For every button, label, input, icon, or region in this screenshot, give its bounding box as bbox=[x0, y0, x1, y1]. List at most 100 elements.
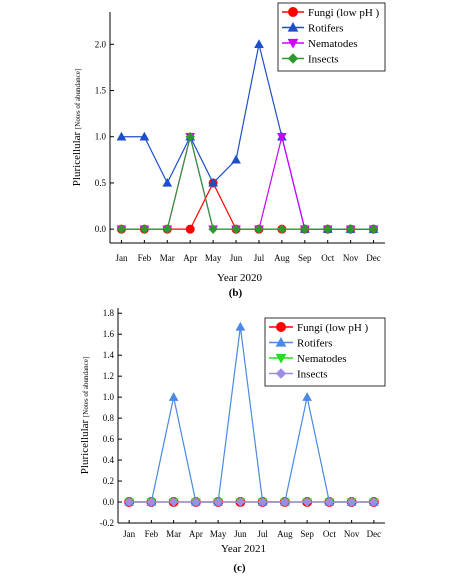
data-point bbox=[277, 224, 287, 234]
y-tick-label: 0.5 bbox=[95, 178, 107, 188]
data-point bbox=[235, 497, 246, 507]
x-tick-label-may: May bbox=[210, 529, 227, 539]
y-axis-title: Pluricellular [Notes of abundance] bbox=[71, 69, 83, 186]
data-point bbox=[369, 497, 379, 507]
y-tick-label: 1.0 bbox=[103, 392, 115, 402]
legend-label: Nematodes bbox=[308, 38, 357, 50]
data-point bbox=[346, 497, 357, 507]
panel-label: (c) bbox=[233, 562, 246, 574]
legend-marker bbox=[276, 322, 286, 332]
y-axis-title-sub: [Notes of abundance] bbox=[74, 69, 82, 129]
data-point bbox=[280, 497, 290, 507]
x-tick-label-dec: Dec bbox=[366, 253, 381, 263]
data-point bbox=[116, 224, 127, 234]
x-tick-label-sep: Sep bbox=[300, 529, 314, 539]
series-line bbox=[121, 181, 374, 230]
y-tick-label: 0.2 bbox=[103, 476, 114, 486]
x-tick-label-apr: Apr bbox=[189, 529, 203, 539]
legend-marker bbox=[275, 353, 287, 364]
legend-marker bbox=[287, 38, 299, 49]
x-tick-label-aug: Aug bbox=[274, 253, 290, 263]
data-point bbox=[277, 133, 287, 142]
legend-label: Fungi (low pH ) bbox=[308, 7, 380, 19]
series-fungi bbox=[116, 178, 379, 234]
x-tick-label-jan: Jan bbox=[115, 253, 127, 263]
series-line bbox=[121, 136, 374, 230]
x-tick-label-oct: Oct bbox=[321, 253, 334, 263]
chart-panel-2021: -0.2 0.0 0.2 0.4 0.6 0.8 1.0 1.2 1.4 1.6 1.8 Jan Feb… bbox=[79, 308, 386, 574]
data-point bbox=[235, 321, 246, 331]
data-point bbox=[213, 497, 223, 507]
data-point bbox=[368, 224, 379, 234]
data-point bbox=[231, 154, 241, 164]
x-axis-title: Year 2020 bbox=[217, 272, 263, 284]
panel-label: (b) bbox=[229, 287, 243, 299]
legend-item: Rotifers bbox=[269, 336, 332, 350]
data-point bbox=[185, 132, 195, 142]
x-axis-title: Year 2021 bbox=[221, 543, 266, 555]
x-tick-label-apr: Apr bbox=[183, 253, 197, 263]
y-axis-title-main: Pluricellular bbox=[79, 417, 91, 474]
data-point bbox=[257, 497, 268, 507]
y-tick-label: 1.4 bbox=[103, 350, 115, 360]
series-insects bbox=[124, 497, 379, 507]
data-point bbox=[191, 497, 201, 507]
data-point bbox=[116, 131, 127, 141]
y-tick-label: 1.8 bbox=[103, 308, 115, 318]
x-tick-label-nov: Nov bbox=[344, 529, 360, 539]
data-point bbox=[168, 392, 179, 401]
y-tick-label: 1.0 bbox=[95, 132, 107, 142]
data-point bbox=[139, 224, 150, 234]
data-point bbox=[345, 224, 356, 234]
data-point bbox=[162, 224, 172, 234]
legend-marker bbox=[287, 53, 299, 64]
legend-label: Nematodes bbox=[297, 353, 346, 365]
data-point bbox=[168, 497, 179, 507]
legend-item: Nematodes bbox=[269, 353, 346, 365]
data-point bbox=[208, 224, 218, 234]
y-axis-title-main: Pluricellular bbox=[71, 129, 83, 186]
y-tick-label: 0.0 bbox=[103, 497, 115, 507]
data-point bbox=[300, 224, 310, 234]
legend-label: Rotifers bbox=[297, 338, 332, 350]
x-tick-label-sep: Sep bbox=[298, 253, 312, 263]
y-tick-label: 0.6 bbox=[103, 434, 115, 444]
legend-item: Fungi (low pH ) bbox=[269, 322, 369, 334]
y-tick-label: 1.2 bbox=[103, 371, 114, 381]
legend-marker bbox=[288, 7, 298, 17]
y-tick-label: -0.2 bbox=[100, 518, 114, 528]
data-point bbox=[185, 224, 195, 234]
legend: Fungi (low pH ) Rotifers Nematodes Insects bbox=[264, 317, 386, 387]
series-line bbox=[121, 44, 374, 230]
x-tick-label-nov: Nov bbox=[343, 253, 359, 263]
data-point bbox=[124, 497, 134, 507]
x-tick-label-feb: Feb bbox=[138, 253, 152, 263]
legend-label: Rotifers bbox=[308, 23, 343, 35]
data-point bbox=[302, 497, 312, 507]
y-tick-label: 0.0 bbox=[95, 224, 107, 234]
x-tick-label-jul: Jul bbox=[254, 253, 265, 263]
x-tick-label-jul: Jul bbox=[257, 529, 268, 539]
legend-marker bbox=[275, 336, 287, 347]
y-tick-label: 2.0 bbox=[95, 39, 107, 49]
x-tick-label-jun: Jun bbox=[234, 529, 247, 539]
series-line bbox=[121, 136, 374, 230]
x-tick-label-feb: Feb bbox=[145, 529, 159, 539]
legend-label: Insects bbox=[308, 54, 339, 66]
y-tick-label: 1.6 bbox=[103, 329, 115, 339]
data-point bbox=[323, 224, 333, 234]
data-point bbox=[139, 131, 150, 141]
legend-item: Insects bbox=[282, 53, 339, 66]
data-point bbox=[146, 497, 157, 507]
legend: Fungi (low pH ) Rotifers Nematodes Insects bbox=[277, 2, 386, 72]
y-tick-label: 0.4 bbox=[103, 455, 115, 465]
x-tick-label-aug: Aug bbox=[277, 529, 293, 539]
x-tick-label-jan: Jan bbox=[123, 529, 135, 539]
x-tick-label-mar: Mar bbox=[160, 253, 175, 263]
series-insects bbox=[116, 132, 379, 234]
legend-marker bbox=[287, 21, 299, 32]
data-point bbox=[231, 224, 241, 234]
legend-marker bbox=[275, 368, 287, 379]
data-point bbox=[162, 177, 173, 187]
